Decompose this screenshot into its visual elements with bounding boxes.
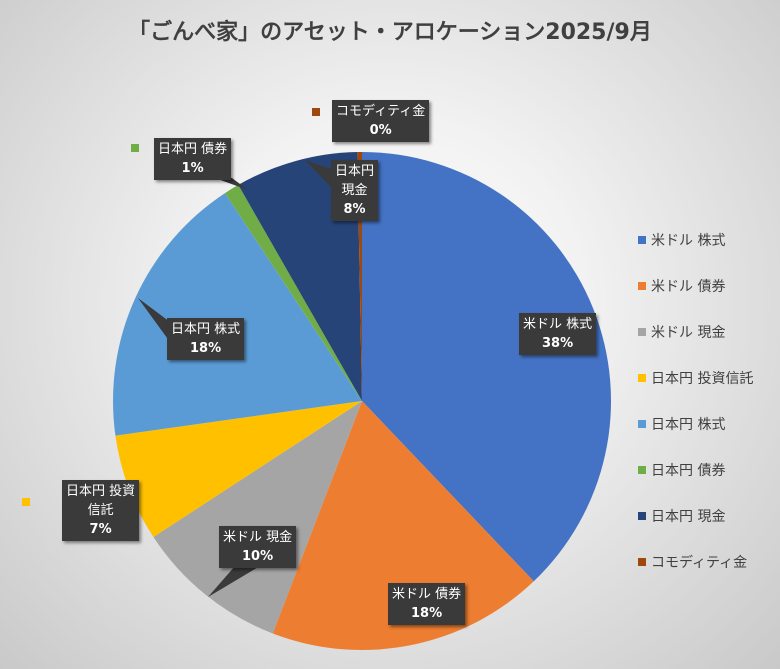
data-label-1: 米ドル 債券 18% <box>388 583 466 625</box>
pie-slice-0[interactable] <box>362 152 611 582</box>
label-legend-key-5 <box>131 144 139 152</box>
legend-swatch <box>638 558 646 566</box>
legend-swatch <box>638 328 646 336</box>
data-label-value: 8% <box>343 202 366 217</box>
data-label-category: 日本円 <box>335 164 375 179</box>
legend-label: コモディティ金 <box>651 555 748 571</box>
data-label-value: 38% <box>542 336 574 351</box>
data-label-value: 10% <box>242 549 274 564</box>
legend-swatch <box>638 512 646 520</box>
legend-label: 米ドル 現金 <box>651 325 726 341</box>
data-label-2: 米ドル 現金 10% <box>219 526 297 568</box>
legend-item[interactable]: 日本円 株式 <box>638 414 725 434</box>
legend-item[interactable]: 米ドル 現金 <box>638 322 725 342</box>
data-label-category: 米ドル 債券 <box>392 587 462 602</box>
data-label-value: 18% <box>411 606 443 621</box>
label-legend-key-3 <box>22 498 30 506</box>
pie-slice-2[interactable] <box>153 401 362 634</box>
data-label-value: 7% <box>89 522 112 537</box>
legend-swatch <box>638 420 646 428</box>
legend-swatch <box>638 236 646 244</box>
data-label-4: 日本円 株式 18% <box>167 318 245 360</box>
legend-label: 日本円 現金 <box>651 509 726 525</box>
label-legend-key-7 <box>312 108 320 116</box>
data-label-category: 信託 <box>87 503 114 518</box>
label-callout-pointer-4 <box>138 298 170 342</box>
data-label-7: コモディティ金 0% <box>332 100 430 142</box>
data-label-0: 米ドル 株式 38% <box>519 313 597 355</box>
data-label-category: 現金 <box>341 183 368 198</box>
label-callout-pointer-5 <box>215 178 248 190</box>
data-label-value: 18% <box>190 341 222 356</box>
data-label-category: 米ドル 現金 <box>223 530 293 545</box>
legend-item[interactable]: 米ドル 株式 <box>638 230 725 250</box>
legend-swatch <box>638 282 646 290</box>
data-label-category: 日本円 債券 <box>158 142 228 157</box>
legend-item[interactable]: 日本円 投資信託 <box>638 368 753 388</box>
legend-item[interactable]: 日本円 債券 <box>638 460 725 480</box>
pie-slice-5[interactable] <box>225 184 362 401</box>
pie-slice-3[interactable] <box>115 401 362 538</box>
pie-slice-4[interactable] <box>113 193 363 436</box>
label-callout-pointer-6 <box>305 160 334 190</box>
data-label-value: 1% <box>181 161 204 176</box>
legend-label: 米ドル 債券 <box>651 279 726 295</box>
data-label-category: 日本円 投資 <box>66 484 136 499</box>
legend-item[interactable]: コモディティ金 <box>638 552 747 572</box>
data-label-6: 日本円現金 8% <box>331 160 379 221</box>
legend-swatch <box>638 466 646 474</box>
legend-label: 日本円 債券 <box>651 463 726 479</box>
legend-label: 米ドル 株式 <box>651 233 726 249</box>
label-callout-pointer-2 <box>208 566 260 597</box>
data-label-5: 日本円 債券 1% <box>154 138 232 180</box>
legend-swatch <box>638 374 646 382</box>
data-label-category: 米ドル 株式 <box>523 317 593 332</box>
data-label-category: 日本円 株式 <box>171 322 241 337</box>
chart-title: 「ごんべ家」のアセット・アロケーション2025/9月 <box>128 20 652 45</box>
data-label-category: コモディティ金 <box>336 104 426 119</box>
pie-slice-1[interactable] <box>272 401 534 650</box>
legend-item[interactable]: 日本円 現金 <box>638 506 725 526</box>
legend-item[interactable]: 米ドル 債券 <box>638 276 725 296</box>
legend-label: 日本円 株式 <box>651 417 726 433</box>
legend-label: 日本円 投資信託 <box>651 371 754 387</box>
data-label-3: 日本円 投資 信託 7% <box>62 480 140 541</box>
data-label-value: 0% <box>369 123 392 138</box>
